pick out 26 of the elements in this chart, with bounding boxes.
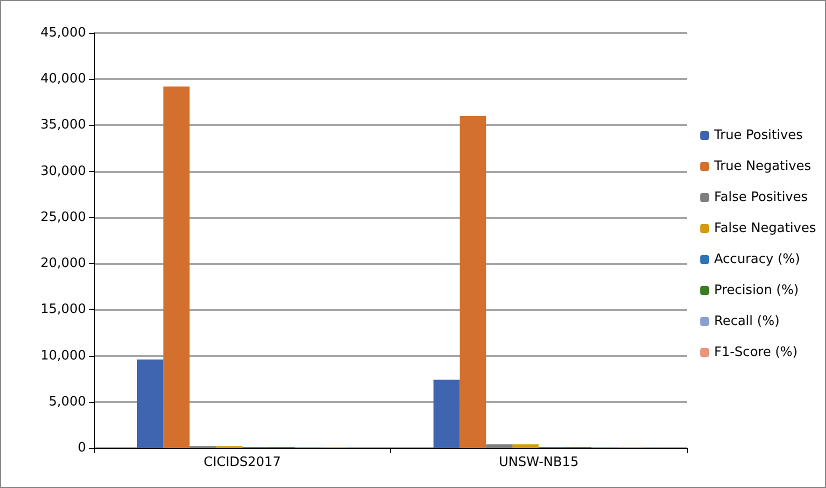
legend-label: Accuracy (%): [714, 252, 800, 267]
bar: [512, 444, 539, 448]
y-tick-label: 20,000: [40, 256, 86, 272]
y-tick-label: 40,000: [40, 72, 86, 87]
x-tick-label: CICIDS2017: [204, 455, 281, 470]
legend-label: True Negatives: [713, 159, 812, 174]
y-tick-label: 10,000: [40, 348, 86, 364]
legend-label: Precision (%): [714, 283, 799, 298]
y-tick-label: 0: [78, 440, 86, 456]
legend-label: F1-Score (%): [714, 345, 798, 360]
legend-label: Recall (%): [714, 314, 780, 329]
y-tick-label: 35,000: [40, 118, 86, 133]
y-tick-label: 15,000: [40, 302, 86, 318]
y-tick-label: 45,000: [40, 26, 86, 40]
x-tick-label: UNSW-NB15: [498, 455, 579, 470]
legend-label: True Positives: [713, 128, 803, 143]
bar: [486, 444, 512, 448]
bar: [433, 380, 460, 448]
bar: [460, 116, 486, 448]
bar: [136, 359, 164, 448]
y-tick-label: 5,000: [48, 394, 86, 410]
legend-label: False Positives: [714, 190, 808, 205]
bar: [163, 86, 190, 448]
legend-label: False Negatives: [714, 221, 816, 236]
y-tick-label: 25,000: [40, 210, 86, 225]
y-tick-label: 30,000: [40, 164, 86, 179]
